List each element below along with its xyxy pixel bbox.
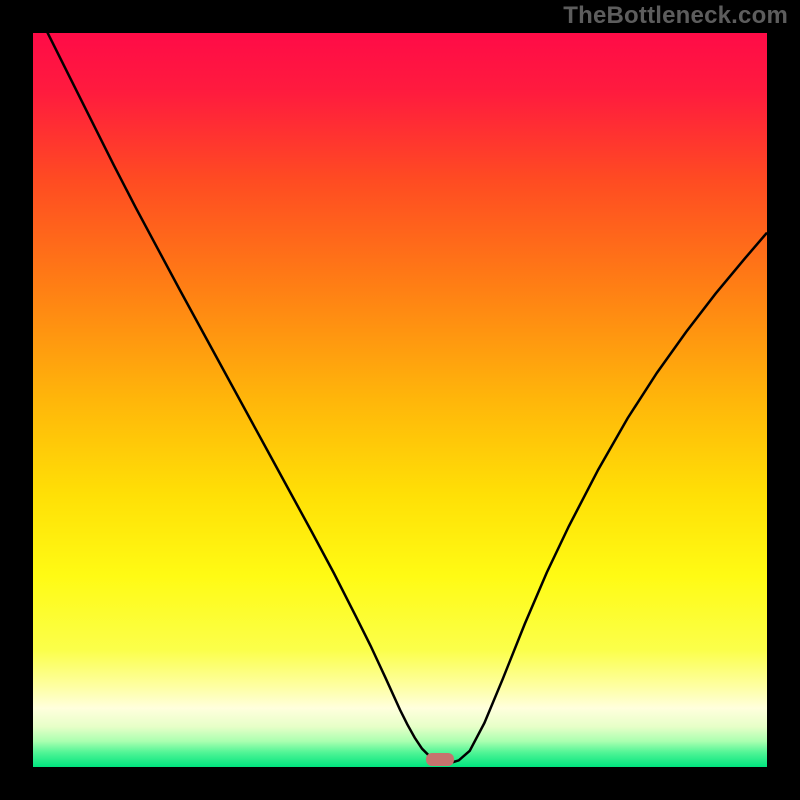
chart-frame: TheBottleneck.com [0,0,800,800]
watermark-text: TheBottleneck.com [563,2,788,30]
plot-area [33,33,767,767]
optimal-marker [426,753,454,766]
curve-path [33,33,767,763]
bottleneck-curve [33,33,767,767]
